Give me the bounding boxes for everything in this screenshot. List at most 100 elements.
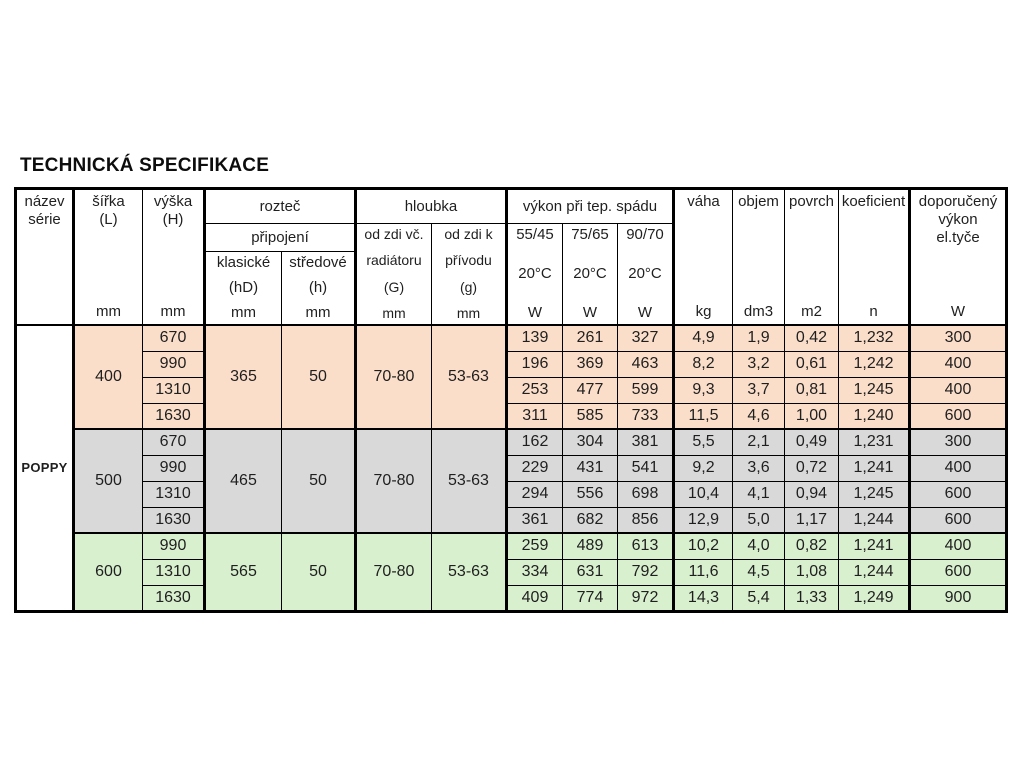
header-vyska: výška (H) mm	[142, 188, 206, 326]
recommended-power-cell: 400	[909, 350, 1007, 378]
header-stredove-unit: mm	[305, 303, 331, 321]
power-55-45-cell: 294	[506, 480, 563, 508]
volume-cell: 2,1	[732, 428, 785, 456]
header-klasicke: klasické (hD) mm	[204, 251, 282, 326]
power-55-45-cell: 409	[506, 584, 563, 612]
power-75-65-cell: 585	[562, 402, 618, 430]
header-vaha: váha kg	[673, 188, 733, 326]
header-objem-label: objem	[738, 192, 779, 210]
surface-cell: 0,72	[784, 454, 839, 482]
data-row: 1310 334 631 792 11,6 4,5 1,08 1,244 600	[16, 558, 1007, 586]
header-vyska-unit: mm	[160, 303, 186, 321]
pitch-classic-cell: 565	[204, 532, 282, 612]
surface-cell: 0,61	[784, 350, 839, 378]
header-temp-55-45-ratio: 55/45	[516, 226, 554, 243]
height-cell: 990	[142, 532, 206, 560]
recommended-power-cell: 600	[909, 506, 1007, 534]
coefficient-cell: 1,232	[838, 324, 911, 352]
data-row: 1310 294 556 698 10,4 4,1 0,94 1,245 600	[16, 480, 1007, 508]
pitch-central-cell: 50	[281, 532, 357, 612]
weight-cell: 11,5	[673, 402, 733, 430]
header-od-zdi-privodu-line1: od zdi k	[444, 226, 493, 242]
power-55-45-cell: 139	[506, 324, 563, 352]
volume-cell: 3,6	[732, 454, 785, 482]
header-od-zdi-radiatoru-unit: mm	[382, 304, 406, 321]
recommended-power-cell: 400	[909, 532, 1007, 560]
coefficient-cell: 1,231	[838, 428, 911, 456]
recommended-power-cell: 400	[909, 454, 1007, 482]
header-vyska-label: výška	[153, 192, 193, 210]
header-klasicke-unit: mm	[231, 303, 256, 321]
header-stredove-symbol: (h)	[308, 278, 328, 296]
power-90-70-cell: 327	[617, 324, 675, 352]
pitch-central-cell: 50	[281, 428, 357, 534]
header-od-zdi-radiatoru-line2: radiátoru	[366, 252, 422, 269]
power-75-65-cell: 489	[562, 532, 618, 560]
header-koeficient-unit: n	[869, 303, 878, 321]
power-75-65-cell: 369	[562, 350, 618, 378]
header-od-zdi-privodu-line2: přívodu	[445, 252, 492, 269]
header-od-zdi-radiatoru: od zdi vč. radiátoru (G) mm	[355, 223, 432, 326]
header-roztec: rozteč	[204, 188, 357, 224]
surface-cell: 0,82	[784, 532, 839, 560]
header-row-1: název série šířka (L) mm výška (H) mm	[15, 188, 1007, 326]
power-75-65-cell: 431	[562, 454, 618, 482]
power-75-65-cell: 261	[562, 324, 618, 352]
header-temp-75-65-room: 20°C	[573, 264, 607, 282]
width-cell: 600	[73, 532, 143, 612]
header-klasicke-label: klasické	[216, 254, 271, 271]
weight-cell: 14,3	[673, 584, 733, 612]
header-pripojeni: připojení	[204, 223, 357, 252]
header-sirka-unit: mm	[96, 303, 121, 321]
power-55-45-cell: 259	[506, 532, 563, 560]
header-sirka-symbol: (L)	[99, 210, 118, 228]
power-90-70-cell: 463	[617, 350, 675, 378]
surface-cell: 0,42	[784, 324, 839, 352]
power-90-70-cell: 599	[617, 376, 675, 404]
coefficient-cell: 1,245	[838, 480, 911, 508]
recommended-power-cell: 600	[909, 402, 1007, 430]
header-vaha-label: váha	[687, 192, 720, 210]
power-75-65-cell: 556	[562, 480, 618, 508]
depth-radiator-cell: 70-80	[355, 532, 432, 612]
data-row: 990 229 431 541 9,2 3,6 0,72 1,241 400	[16, 454, 1007, 482]
header-temp-90-70-unit: W	[637, 303, 653, 321]
volume-cell: 5,4	[732, 584, 785, 612]
data-row: 600 990 565 50 70-80 53-63 259 489 613 1…	[16, 532, 1007, 612]
power-90-70-cell: 613	[617, 532, 675, 560]
volume-cell: 1,9	[732, 324, 785, 352]
coefficient-cell: 1,244	[838, 558, 911, 586]
height-cell: 670	[142, 428, 206, 456]
power-55-45-cell: 311	[506, 402, 563, 430]
weight-cell: 10,4	[673, 480, 733, 508]
header-temp-75-65-ratio: 75/65	[571, 226, 609, 243]
header-povrch-label: povrch	[788, 192, 835, 210]
header-od-zdi-radiatoru-line1: od zdi vč.	[364, 226, 424, 242]
header-row-3: klasické (hD) mm středové (h) mm	[16, 251, 1007, 326]
data-row: 1630 311 585 733 11,5 4,6 1,00 1,240 600	[16, 402, 1007, 430]
volume-cell: 4,1	[732, 480, 785, 508]
surface-cell: 1,00	[784, 402, 839, 430]
header-vaha-unit: kg	[695, 303, 712, 321]
data-row: 990 196 369 463 8,2 3,2 0,61 1,242 400	[16, 350, 1007, 378]
weight-cell: 10,2	[673, 532, 733, 560]
power-55-45-cell: 361	[506, 506, 563, 534]
height-cell: 1310	[142, 376, 206, 404]
volume-cell: 4,5	[732, 558, 785, 586]
power-90-70-cell: 733	[617, 402, 675, 430]
header-hloubka: hloubka	[355, 188, 508, 224]
header-vyska-symbol: (H)	[162, 210, 184, 228]
header-temp-90-70-room: 20°C	[628, 264, 662, 282]
coefficient-cell: 1,244	[838, 506, 911, 534]
series-name-cell: POPPY	[15, 324, 75, 612]
weight-cell: 11,6	[673, 558, 733, 586]
height-cell: 670	[142, 324, 206, 352]
coefficient-cell: 1,249	[838, 584, 911, 612]
recommended-power-cell: 600	[909, 480, 1007, 508]
header-koeficient-label: koeficient	[841, 192, 906, 210]
pitch-classic-cell: 365	[204, 324, 282, 430]
header-temp-55-45-unit: W	[527, 303, 543, 321]
weight-cell: 9,3	[673, 376, 733, 404]
volume-cell: 3,2	[732, 350, 785, 378]
power-90-70-cell: 856	[617, 506, 675, 534]
